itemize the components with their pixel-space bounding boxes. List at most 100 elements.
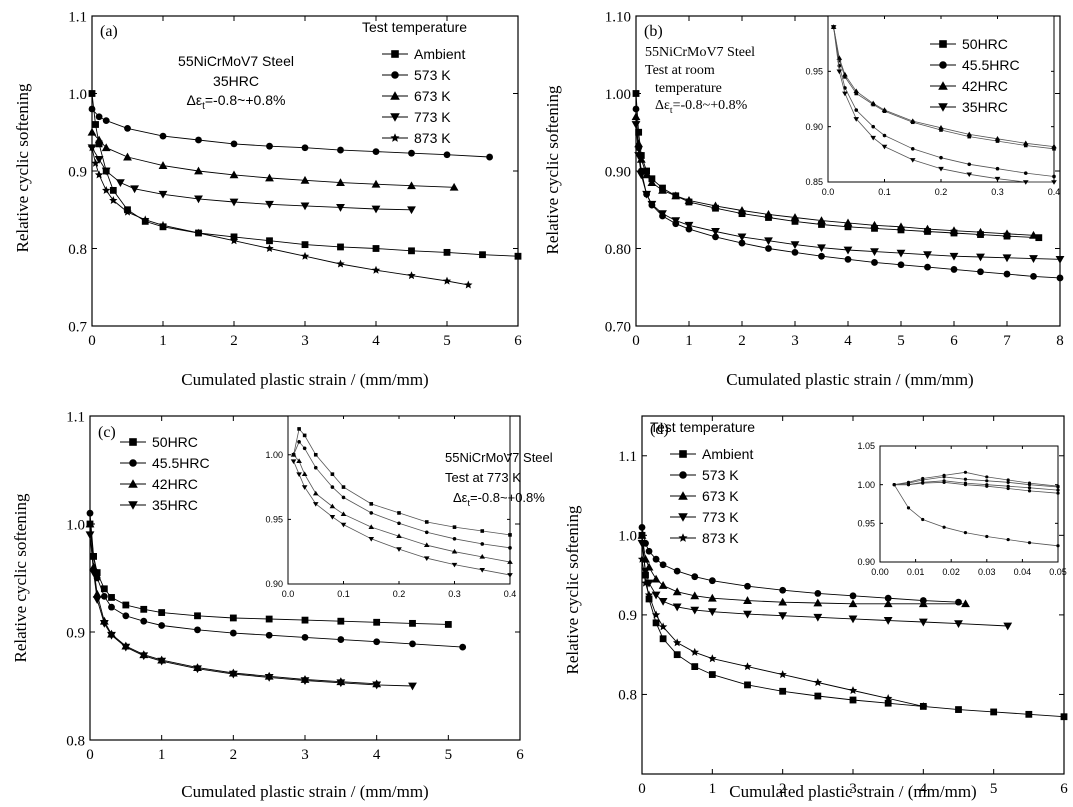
panel-d-series-0-point [884, 699, 892, 707]
panel-a-series-0-point [301, 241, 309, 249]
panel-d-inset-series-3-point [985, 484, 989, 488]
panel-c-series-0-point [158, 609, 166, 616]
panel-a-annotation-2: Δεt=-0.8~+0.8% [187, 92, 286, 112]
panel-c-legend-label-1: 45.5HRC [152, 455, 210, 471]
panel-b-series-2-point [817, 216, 826, 224]
panel-c-inset-series-2-point [312, 490, 319, 496]
panel-c-inset: 0.0 0.1 0.2 0.3 0.4 0.90 0.95 1.00 [265, 415, 516, 599]
panel-c-inset-series-3-point [451, 562, 458, 568]
panel-d-series-3-point [651, 591, 661, 600]
panel-d-series-2-point [658, 581, 668, 589]
panel-d-series-3-point [743, 610, 752, 619]
panel-c-inset-series-0-point [480, 529, 485, 533]
panel-b-series-2-point [790, 213, 800, 221]
panel-a-series-4-point [87, 143, 97, 152]
panel-b-series-1-point [791, 248, 799, 256]
panel-b-series-3-point [1055, 255, 1065, 264]
panel-c-inset-series-2-point [507, 559, 513, 564]
panel-c-series-0-point [100, 585, 108, 593]
panel-d-x-axis-label: Cumulated plastic strain / (mm/mm) [729, 782, 976, 801]
panel-b-inset-series-0-point [939, 128, 943, 132]
panel-b-series-2-point [634, 139, 644, 148]
panel-d-series-0-point [814, 692, 822, 700]
panel-d-inset-series-0-point [942, 525, 946, 529]
panel-c-series-3-point [264, 673, 274, 682]
panel-c-inset-series-1-point [341, 495, 346, 500]
panel-a-series-0-point [109, 186, 117, 194]
panel-d-legend-label-1: 573 K [702, 467, 739, 483]
panel-c-legend-marker-0 [129, 438, 137, 446]
panel-d-inset-series-3-point [1006, 486, 1010, 491]
panel-c-series-3-point [107, 631, 116, 640]
panel-d-series-0-point [691, 663, 699, 670]
panel-d-inset-xtick-label: 0.00 [871, 567, 889, 577]
panel-b-series-2-point [711, 201, 720, 210]
panel-b-series-2-point [870, 220, 879, 229]
panel-c-annotation-1: Test at 773 K [445, 470, 521, 485]
panel-d-ytick-label: 0.8 [618, 688, 637, 704]
panel-c-inset-series-2-point [479, 554, 486, 559]
panel-c-xtick-label: 4 [373, 747, 381, 763]
panel-a-series-4-point [300, 251, 310, 260]
panel-c-inset-series-2-line [293, 454, 511, 563]
panel-c-series-3-point [139, 652, 149, 661]
panel-c-series-0-point [194, 612, 201, 620]
panel-c-inset-series-2-point [301, 471, 308, 476]
panel-d-series-3-point [954, 620, 963, 629]
panel-a-series-3-point [336, 204, 345, 212]
panel-b-inset-series-2-point [1051, 143, 1057, 149]
panel-c-series-0-point [93, 569, 101, 576]
panel-b-series-0-point [635, 128, 643, 136]
panel-b-series-1-point [924, 263, 931, 271]
panel-b-series-2-point [684, 196, 694, 204]
panel-c-series-0-point [444, 621, 452, 628]
panel-b-series-1-point [897, 261, 905, 269]
panel-a-series-3-point [101, 167, 111, 176]
panel-c-series-0-point [229, 614, 237, 622]
panel-c-inset-series-0-point [302, 433, 307, 438]
panel-b-legend-label-2: 42HRC [962, 78, 1008, 94]
panel-d-inset-series-4-point [1027, 481, 1032, 485]
panel-c-inset-series-2-point [340, 511, 347, 517]
panel-b-series-3-point [631, 121, 641, 129]
panel-b-legend-label-0: 50HRC [962, 36, 1008, 52]
panel-c-series-1-point [301, 634, 309, 641]
panel-d-legend-title: Test temperature [650, 419, 755, 435]
panel-a-series-3-point [371, 205, 381, 214]
panel-c-series-1-point [86, 509, 94, 517]
panel-c-inset-ytick-label: 0.95 [265, 515, 283, 525]
panel-c-inset-series-0-point [369, 502, 374, 506]
panel-a-frame [91, 15, 519, 327]
panel-c-series-3-point [193, 665, 202, 674]
panel-d-xtick-label: 6 [1060, 781, 1068, 797]
panel-b-ytick-label: 0.90 [605, 164, 631, 180]
panel-c-inset-series-2-point [396, 533, 402, 538]
panel-a-series-4-point [158, 220, 168, 229]
panel-b-series-3-point [1002, 254, 1012, 263]
panel-b-legend-marker-0 [939, 40, 947, 48]
panel-a-series-2-point [300, 175, 310, 184]
panel-b-series-0-point [844, 223, 852, 231]
panel-b-series-3-line [635, 124, 1061, 260]
panel-b-series-0-point [791, 217, 799, 225]
panel-a-series-2-point [87, 127, 97, 136]
panel-c-ytick-label: 0.8 [66, 733, 85, 749]
panel-b-inset-series-2-point [853, 88, 860, 94]
panel-c-inset-xtick-label: 0.1 [337, 589, 350, 599]
panel-c-inset-series-3-line [293, 461, 511, 576]
panel-b-inset-series-3-point [842, 91, 848, 97]
panel-a: 0 1 2 3 4 5 6 0.7 0.8 0.9 1.0 1.1 Cumulated plastic … [13, 9, 522, 389]
panel-c-inset-series-1-point [313, 465, 318, 470]
panel-b-series-3-point [671, 217, 681, 225]
panel-d-ytick-label: 1.0 [618, 529, 637, 545]
panel-b-series-3-point [923, 251, 932, 260]
panel-b-inset-series-1-point [1023, 171, 1028, 175]
panel-b-inset-series-3-point [938, 166, 944, 172]
panel-c-series-3-point [408, 682, 417, 691]
panel-c-inset-series-1-point [302, 446, 307, 451]
panel-d-xtick-label: 1 [709, 781, 717, 797]
panel-a-series-1-line [91, 108, 490, 158]
panel-a-legend-marker-4 [390, 133, 400, 142]
panel-a-series-2-point [407, 181, 416, 190]
panel-c-xtick-label: 1 [158, 747, 166, 763]
